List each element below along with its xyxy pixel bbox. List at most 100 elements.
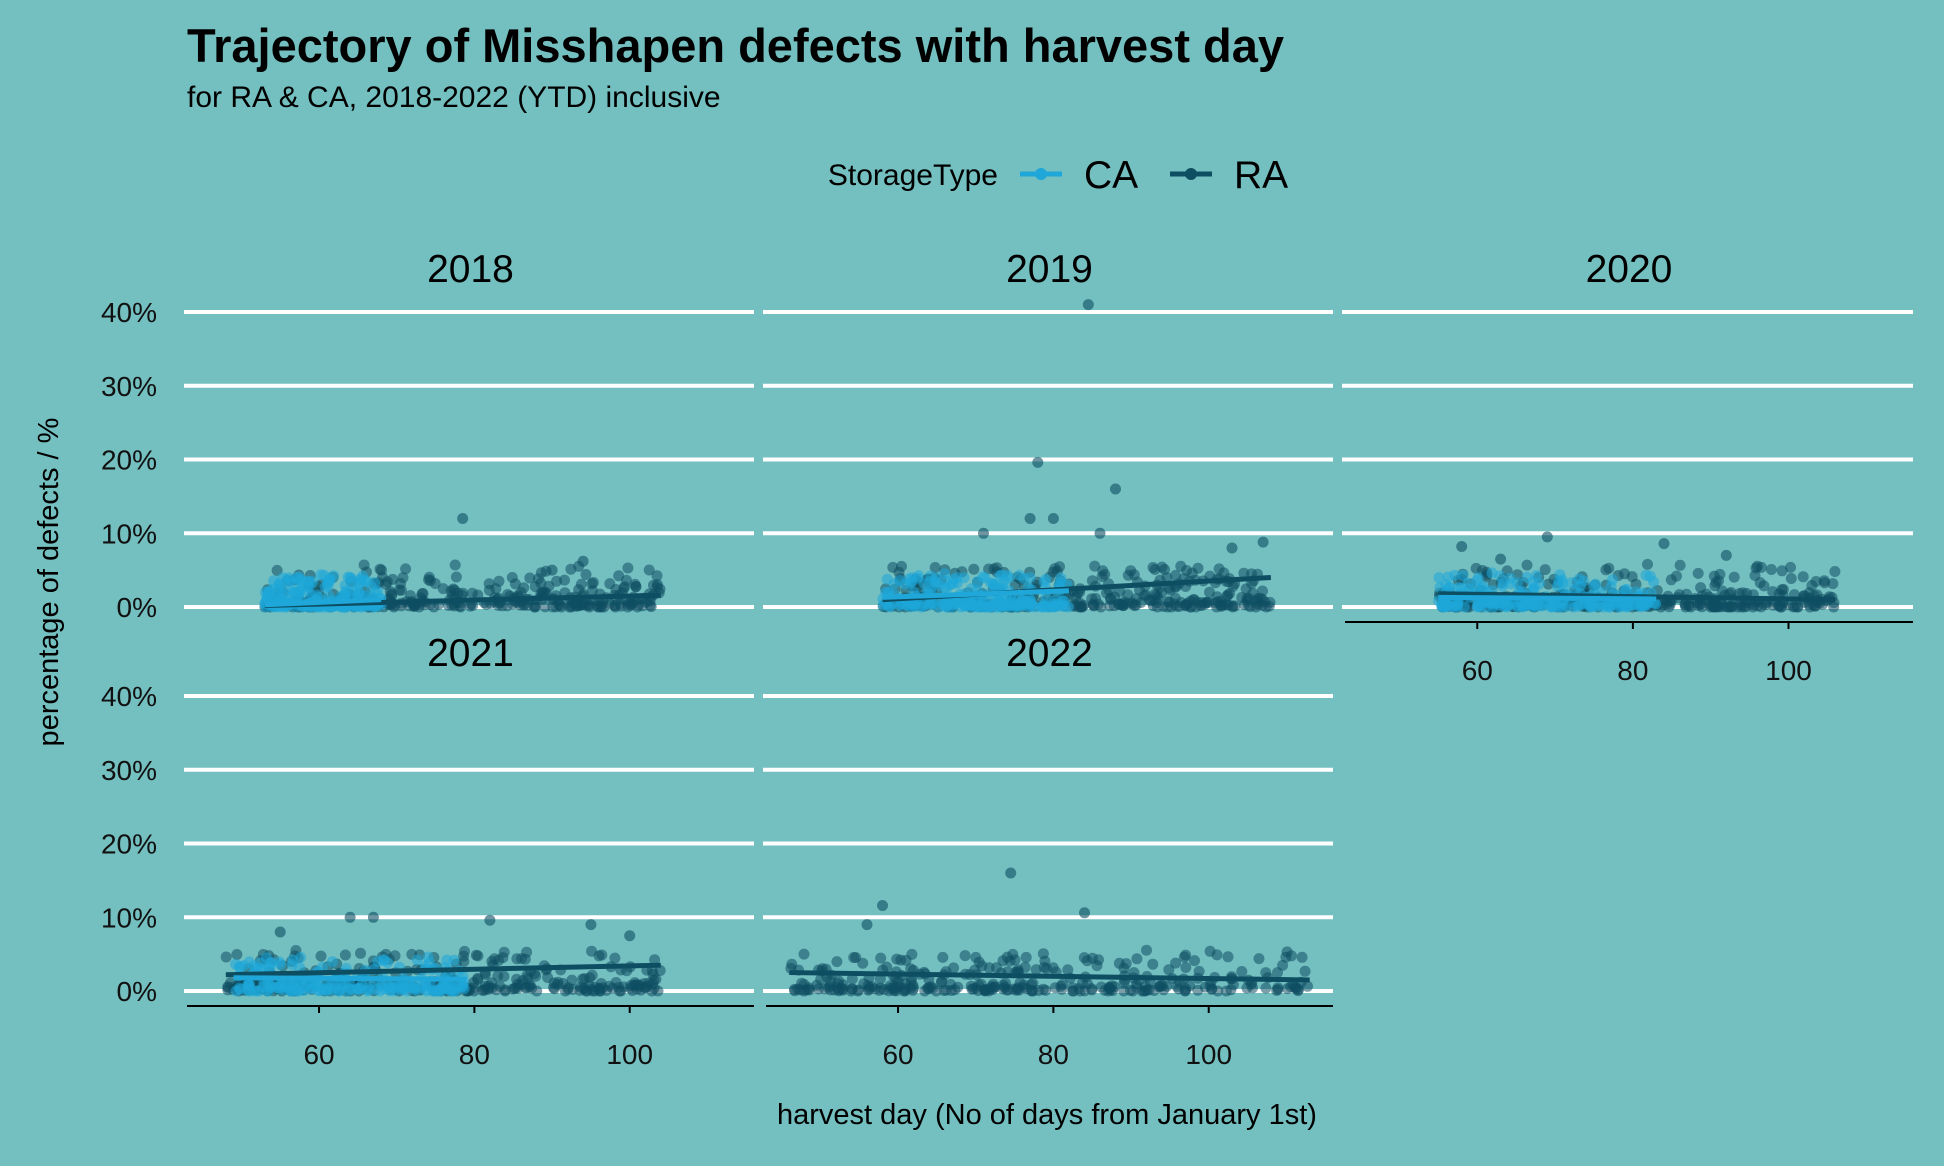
- point-ra: [494, 980, 506, 992]
- point-ca: [264, 962, 275, 974]
- point-ra-outlier: [1005, 867, 1017, 879]
- point-ra: [1257, 585, 1268, 597]
- point-ra: [1170, 957, 1182, 969]
- point-ra: [1151, 601, 1163, 613]
- point-ra: [1209, 597, 1221, 609]
- point-ra: [1163, 964, 1175, 976]
- point-ra: [654, 583, 666, 595]
- point-ra-outlier: [1495, 553, 1507, 565]
- point-ra: [1179, 985, 1191, 997]
- point-ra: [497, 952, 509, 964]
- point-ca: [1010, 601, 1022, 613]
- point-ra: [1777, 583, 1789, 595]
- point-ra: [518, 582, 530, 594]
- point-ca: [958, 598, 970, 610]
- point-ra: [1260, 967, 1272, 979]
- facet-label-2020: 2020: [1586, 248, 1673, 291]
- point-ca: [930, 572, 942, 584]
- point-ca: [241, 983, 253, 995]
- point-ra: [1164, 584, 1176, 596]
- point-ca: [253, 985, 265, 997]
- point-ra-outlier: [1024, 513, 1036, 524]
- point-ra: [562, 983, 574, 995]
- point-ca: [356, 979, 368, 991]
- point-ca: [326, 956, 338, 968]
- point-ca: [1043, 601, 1055, 613]
- point-ra: [635, 984, 647, 996]
- point-ra: [1226, 600, 1238, 612]
- point-ra: [577, 599, 589, 611]
- point-ca: [360, 574, 372, 586]
- point-ca: [939, 582, 951, 594]
- point-ra: [1089, 560, 1101, 572]
- point-ra: [1025, 979, 1037, 991]
- legend-title: StorageType: [828, 159, 998, 192]
- point-ca: [998, 575, 1010, 587]
- point-ra: [1040, 984, 1052, 996]
- point-ra: [1211, 949, 1223, 961]
- y-tick-label: 20%: [101, 445, 157, 476]
- y-tick-label: 0%: [117, 976, 157, 1007]
- point-ca: [1434, 581, 1446, 593]
- point-ca: [1589, 600, 1601, 612]
- point-ra: [1692, 599, 1704, 611]
- point-ra-outlier: [457, 513, 469, 524]
- facet-label-2022: 2022: [1006, 632, 1093, 675]
- point-ra: [798, 948, 810, 960]
- point-ra: [906, 948, 918, 960]
- point-ra-outlier: [1032, 456, 1044, 468]
- point-ra: [1302, 980, 1313, 992]
- x-tick-label: 100: [1765, 655, 1812, 686]
- point-ra: [629, 578, 641, 590]
- point-ra: [648, 974, 660, 986]
- point-ca: [293, 571, 305, 583]
- point-ra: [1692, 567, 1704, 579]
- point-ca: [317, 961, 329, 973]
- point-ca: [259, 586, 271, 598]
- point-ra: [377, 571, 388, 583]
- trend-line-ca: [264, 597, 382, 608]
- point-ca: [274, 956, 286, 968]
- point-ca: [273, 579, 285, 591]
- point-ra: [1222, 951, 1234, 963]
- point-ra: [1829, 566, 1841, 577]
- point-ra: [587, 577, 599, 588]
- facet-label-2018: 2018: [427, 248, 514, 291]
- facet-panel-2018: 2018 0% 10% 20% 30% 40%: [101, 248, 754, 623]
- point-ra: [464, 600, 476, 612]
- point-ra: [1642, 558, 1653, 570]
- point-ra: [400, 563, 412, 575]
- point-ra: [1092, 598, 1104, 610]
- legend-label-ca: CA: [1084, 154, 1138, 197]
- point-ra: [937, 951, 949, 963]
- point-ra: [1037, 948, 1049, 960]
- point-ra: [891, 953, 903, 965]
- point-ra-outlier: [1658, 538, 1670, 550]
- point-ra: [966, 983, 978, 995]
- point-ca: [284, 577, 296, 589]
- point-ca: [1554, 569, 1566, 581]
- point-ca: [1062, 601, 1074, 613]
- point-ra: [532, 573, 544, 585]
- point-ra-outlier: [274, 926, 286, 938]
- point-ca-outlier: [939, 568, 951, 580]
- point-ca: [1449, 569, 1461, 581]
- point-ra: [975, 978, 987, 990]
- point-ra: [852, 985, 864, 997]
- point-ca: [1615, 601, 1627, 613]
- point-ca: [422, 951, 434, 963]
- point-ca: [300, 586, 312, 598]
- point-ra: [609, 952, 621, 964]
- point-ra: [423, 571, 435, 583]
- point-ca: [1455, 582, 1467, 594]
- point-ra: [457, 587, 469, 599]
- point-ra: [315, 950, 327, 962]
- legend-key-point-ra: [1185, 168, 1197, 180]
- trend-line-ra: [789, 970, 1310, 983]
- point-ca: [1590, 578, 1602, 590]
- point-ra: [1749, 570, 1761, 581]
- point-ra: [1147, 958, 1159, 970]
- point-ca: [1018, 572, 1030, 584]
- point-ra: [393, 584, 405, 596]
